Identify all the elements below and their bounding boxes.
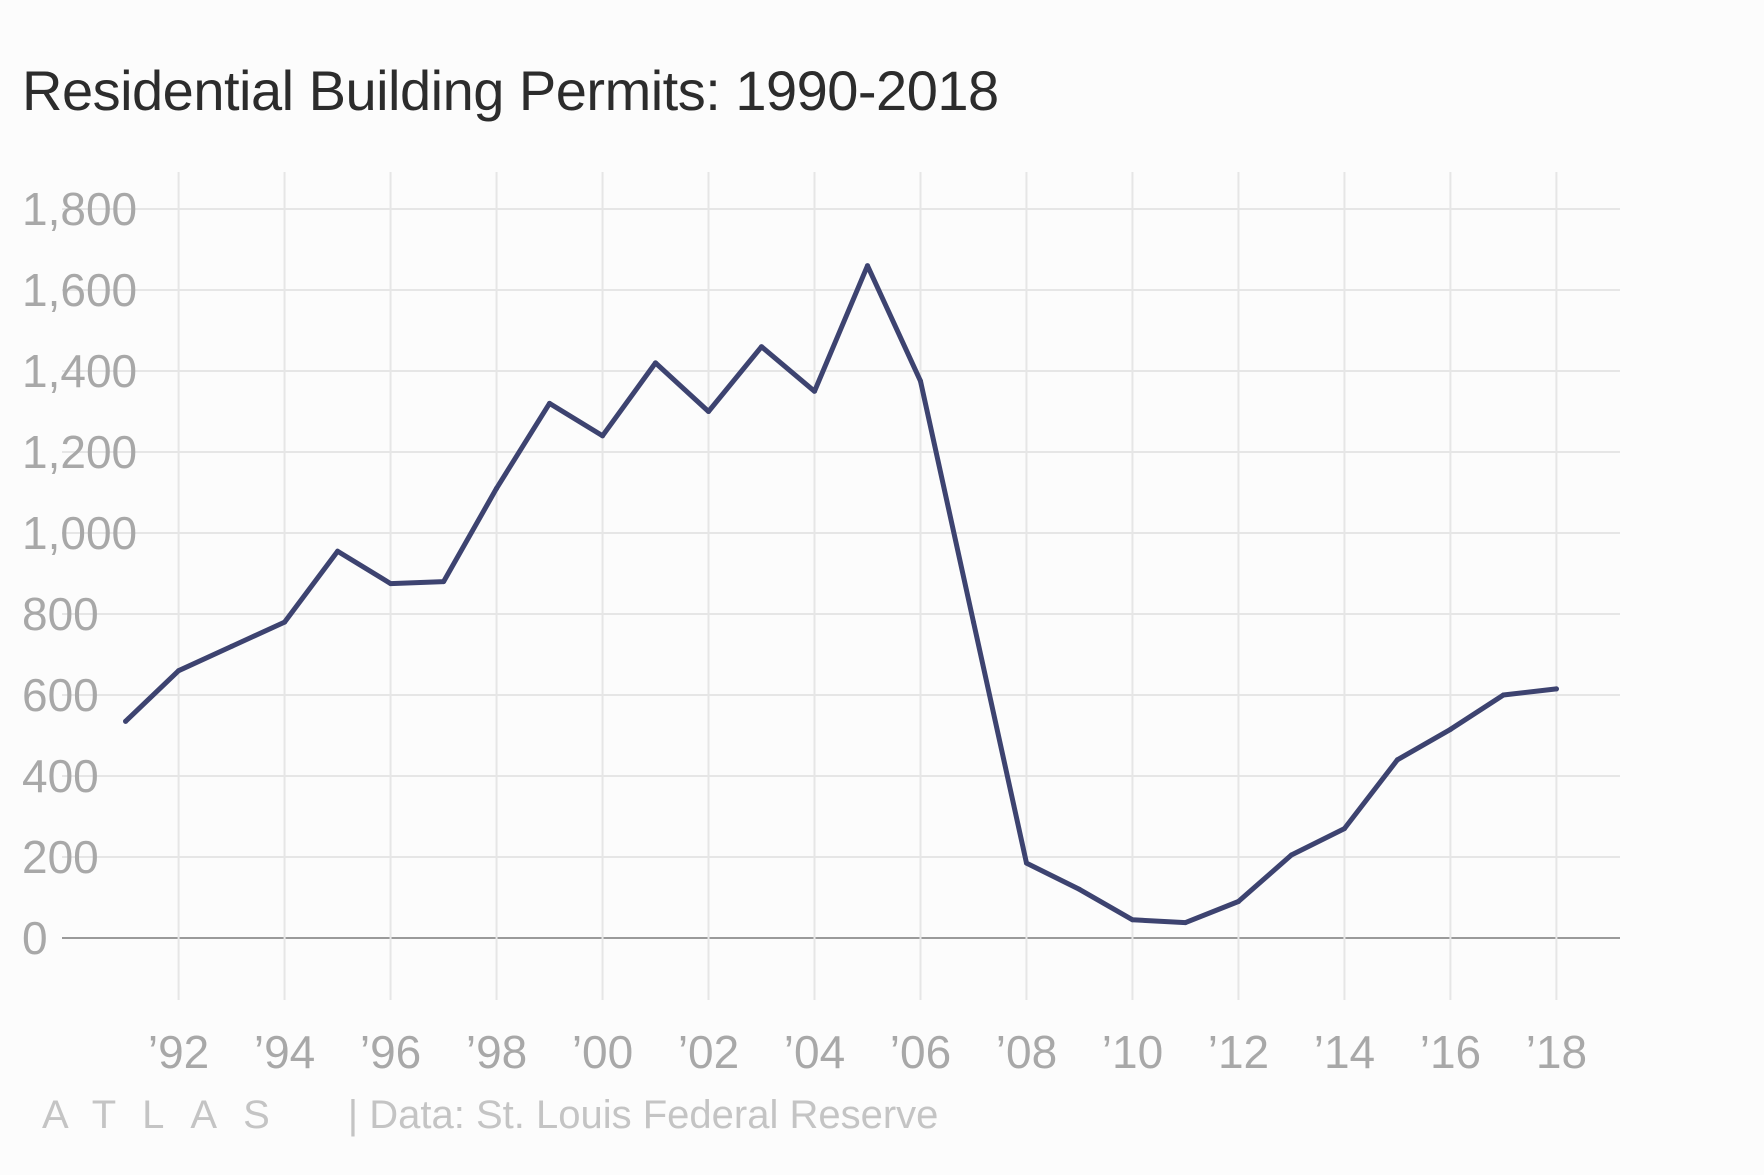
- x-tick-label: ’18: [1526, 1026, 1587, 1078]
- data-point: [970, 619, 976, 625]
- x-tick-label: ’00: [572, 1026, 633, 1078]
- source-note: | Data: St. Louis Federal Reserve: [347, 1092, 939, 1137]
- data-point: [1394, 757, 1400, 763]
- y-tick-label: 1,600: [22, 264, 137, 316]
- series-layer: [123, 263, 1559, 926]
- data-point: [653, 360, 659, 366]
- x-tick-label: ’08: [996, 1026, 1057, 1078]
- data-point: [917, 378, 923, 384]
- data-point: [1447, 726, 1453, 732]
- data-point: [1341, 826, 1347, 832]
- data-point: [494, 485, 500, 491]
- x-tick-label: ’12: [1208, 1026, 1269, 1078]
- data-point: [176, 668, 182, 674]
- y-tick-label: 800: [22, 588, 99, 640]
- data-point: [441, 579, 447, 585]
- x-tick-label: ’98: [466, 1026, 527, 1078]
- data-point: [1553, 686, 1559, 692]
- y-tick-label: 0: [22, 912, 48, 964]
- data-point: [864, 263, 870, 269]
- data-point: [1129, 917, 1135, 923]
- data-point: [706, 409, 712, 414]
- atlas-logo: ATLAS: [42, 1092, 296, 1137]
- y-axis-tick-labels: 0 200 400 600 800 1,000 1,200 1,400 1,600 1,800: [22, 183, 137, 964]
- x-tick-label: ’96: [360, 1026, 421, 1078]
- data-point: [1023, 860, 1029, 866]
- x-tick-label: ’16: [1420, 1026, 1481, 1078]
- data-point: [388, 581, 394, 587]
- x-tick-label: ’14: [1314, 1026, 1375, 1078]
- y-tick-label: 400: [22, 750, 99, 802]
- data-point: [759, 344, 765, 350]
- y-tick-label: 1,800: [22, 183, 137, 235]
- data-point: [1076, 886, 1082, 892]
- x-tick-label: ’10: [1102, 1026, 1163, 1078]
- series-line: [123, 263, 1559, 926]
- data-point: [547, 400, 553, 406]
- y-tick-label: 200: [22, 831, 99, 883]
- x-tick-label: ’06: [890, 1026, 951, 1078]
- data-point: [1235, 899, 1241, 905]
- data-point: [1182, 920, 1188, 926]
- chart-footer: ATLAS | Data: St. Louis Federal Reserve: [42, 1085, 938, 1145]
- x-tick-label: ’02: [678, 1026, 739, 1078]
- data-point: [335, 548, 341, 554]
- chart-title: Residential Building Permits: 1990-2018: [22, 59, 999, 122]
- y-tick-label: 1,400: [22, 345, 137, 397]
- grid-lines: [62, 172, 1620, 1000]
- data-point: [600, 433, 606, 439]
- x-axis-tick-labels: ’92 ’94 ’96 ’98 ’00 ’02 ’04 ’06 ’08 ’10 ’12 ’14 ’16 ’…: [148, 1026, 1587, 1078]
- y-tick-label: 1,000: [22, 507, 137, 559]
- data-point: [1500, 692, 1506, 698]
- data-point: [1288, 852, 1294, 858]
- y-tick-label: 1,200: [22, 426, 137, 478]
- data-point: [812, 388, 818, 394]
- data-point: [282, 619, 288, 625]
- data-point: [123, 718, 129, 724]
- x-tick-label: ’04: [784, 1026, 845, 1078]
- y-tick-label: 600: [22, 669, 99, 721]
- x-tick-label: ’92: [148, 1026, 209, 1078]
- x-tick-label: ’94: [254, 1026, 315, 1078]
- line-chart: 0 200 400 600 800 1,000 1,200 1,400 1,600 1,800 ’…: [22, 172, 1620, 1078]
- data-point: [229, 643, 235, 649]
